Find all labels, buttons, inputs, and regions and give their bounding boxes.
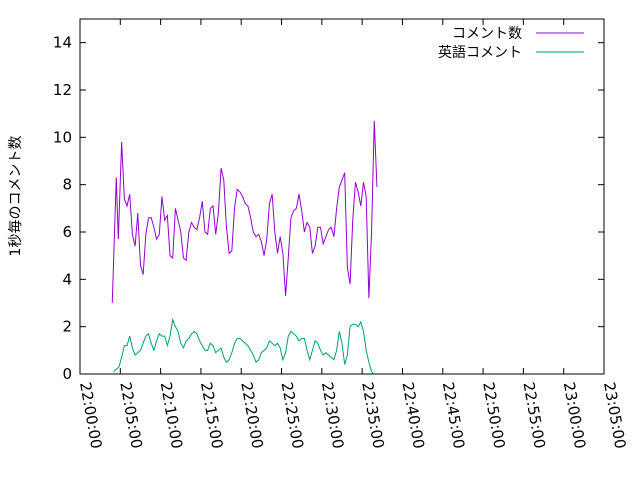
y-tick-label: 8 [62,176,72,194]
y-tick-label: 6 [62,223,72,241]
x-tick-label: 22:40:00 [399,381,428,450]
plot-frame [79,18,605,375]
y-tick-label: 10 [53,128,72,146]
x-tick-label: 22:50:00 [479,381,508,450]
x-tick-label: 22:45:00 [439,381,468,450]
x-tick-label: 22:35:00 [358,381,387,450]
x-tick-label: 22:10:00 [157,381,186,450]
legend-label: コメント数 [452,26,522,42]
x-tick-label: 22:00:00 [76,381,105,450]
y-tick-label: 0 [62,365,72,383]
x-tick-label: 22:25:00 [278,381,307,450]
series-group [111,120,378,375]
x-tick-label: 22:15:00 [197,381,226,450]
y-tick-label: 14 [53,34,72,52]
y-axis: 0 2 4 6 8 10 12 14 [53,34,604,383]
y-tick-label: 2 [62,318,72,336]
y-tick-label: 12 [53,81,72,99]
y-axis-label: 1秒毎のコメント数 [8,136,24,257]
x-tick-label: 23:05:00 [600,381,629,450]
series-line-1 [113,317,375,375]
x-tick-label: 22:20:00 [237,381,266,450]
series-line-0 [111,120,378,304]
x-tick-label: 23:00:00 [560,381,589,450]
x-tick-label: 22:55:00 [519,381,548,450]
x-tick-label: 22:30:00 [318,381,347,450]
y-tick-label: 4 [62,270,72,288]
legend-label: 英語コメント [438,44,522,61]
x-tick-label: 22:05:00 [116,381,145,450]
